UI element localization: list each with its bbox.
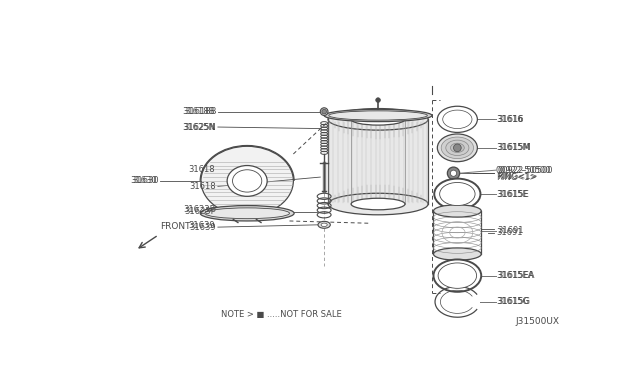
Ellipse shape [433, 260, 481, 292]
Text: RING<1>: RING<1> [497, 172, 538, 181]
Text: 00922-50500: 00922-50500 [496, 166, 552, 174]
Text: 31639: 31639 [188, 221, 215, 230]
Ellipse shape [351, 198, 405, 210]
Text: 31618: 31618 [188, 165, 215, 174]
Text: 31615G: 31615G [497, 297, 531, 306]
Ellipse shape [433, 205, 481, 217]
Text: 31615M: 31615M [496, 143, 530, 152]
Text: 31615G: 31615G [496, 297, 529, 306]
Text: 31630: 31630 [132, 176, 159, 185]
Ellipse shape [329, 111, 428, 120]
Text: 31623P: 31623P [184, 207, 216, 216]
Text: 31618: 31618 [189, 182, 216, 191]
Ellipse shape [324, 109, 432, 122]
Ellipse shape [351, 113, 405, 125]
FancyBboxPatch shape [328, 119, 428, 204]
Text: 31616: 31616 [497, 115, 524, 124]
Text: 31615M: 31615M [497, 143, 531, 152]
Ellipse shape [200, 206, 294, 221]
Text: 31615E: 31615E [497, 189, 529, 199]
Ellipse shape [451, 143, 464, 153]
Circle shape [451, 170, 456, 176]
Text: RING<1>: RING<1> [496, 173, 536, 182]
Ellipse shape [435, 179, 481, 209]
Text: FRONT: FRONT [160, 222, 191, 231]
Ellipse shape [328, 109, 428, 130]
Circle shape [447, 167, 460, 179]
Text: 31639: 31639 [189, 222, 216, 232]
Circle shape [320, 108, 328, 115]
Text: 31615EA: 31615EA [496, 271, 533, 280]
Ellipse shape [440, 183, 475, 206]
Ellipse shape [437, 134, 477, 162]
Ellipse shape [446, 140, 469, 155]
Circle shape [376, 98, 380, 102]
Ellipse shape [205, 208, 289, 219]
Ellipse shape [328, 193, 428, 215]
Text: 31615E: 31615E [496, 189, 527, 199]
Text: 31691: 31691 [497, 227, 524, 235]
Text: 00922-50500: 00922-50500 [497, 166, 553, 174]
Text: 31618B: 31618B [184, 107, 216, 116]
Ellipse shape [443, 110, 472, 129]
Text: 31615EA: 31615EA [497, 271, 535, 280]
Ellipse shape [201, 146, 293, 216]
Ellipse shape [321, 223, 327, 227]
Text: 31691: 31691 [496, 228, 522, 237]
Text: NOTE > ■ .....NOT FOR SALE: NOTE > ■ .....NOT FOR SALE [221, 310, 342, 319]
Text: 31630: 31630 [131, 176, 157, 185]
Ellipse shape [433, 248, 481, 260]
Ellipse shape [232, 170, 262, 192]
Ellipse shape [441, 137, 474, 158]
Text: 31623P: 31623P [183, 205, 215, 214]
Ellipse shape [227, 166, 267, 196]
Text: 31625N: 31625N [184, 122, 216, 132]
Text: 31625N: 31625N [182, 122, 215, 132]
Circle shape [454, 144, 461, 152]
Ellipse shape [438, 263, 477, 288]
Ellipse shape [437, 106, 477, 132]
Text: 31616: 31616 [496, 115, 522, 124]
Text: 31618B: 31618B [182, 107, 215, 116]
Circle shape [322, 109, 326, 114]
Text: J31500UX: J31500UX [515, 317, 559, 326]
Ellipse shape [318, 221, 330, 228]
